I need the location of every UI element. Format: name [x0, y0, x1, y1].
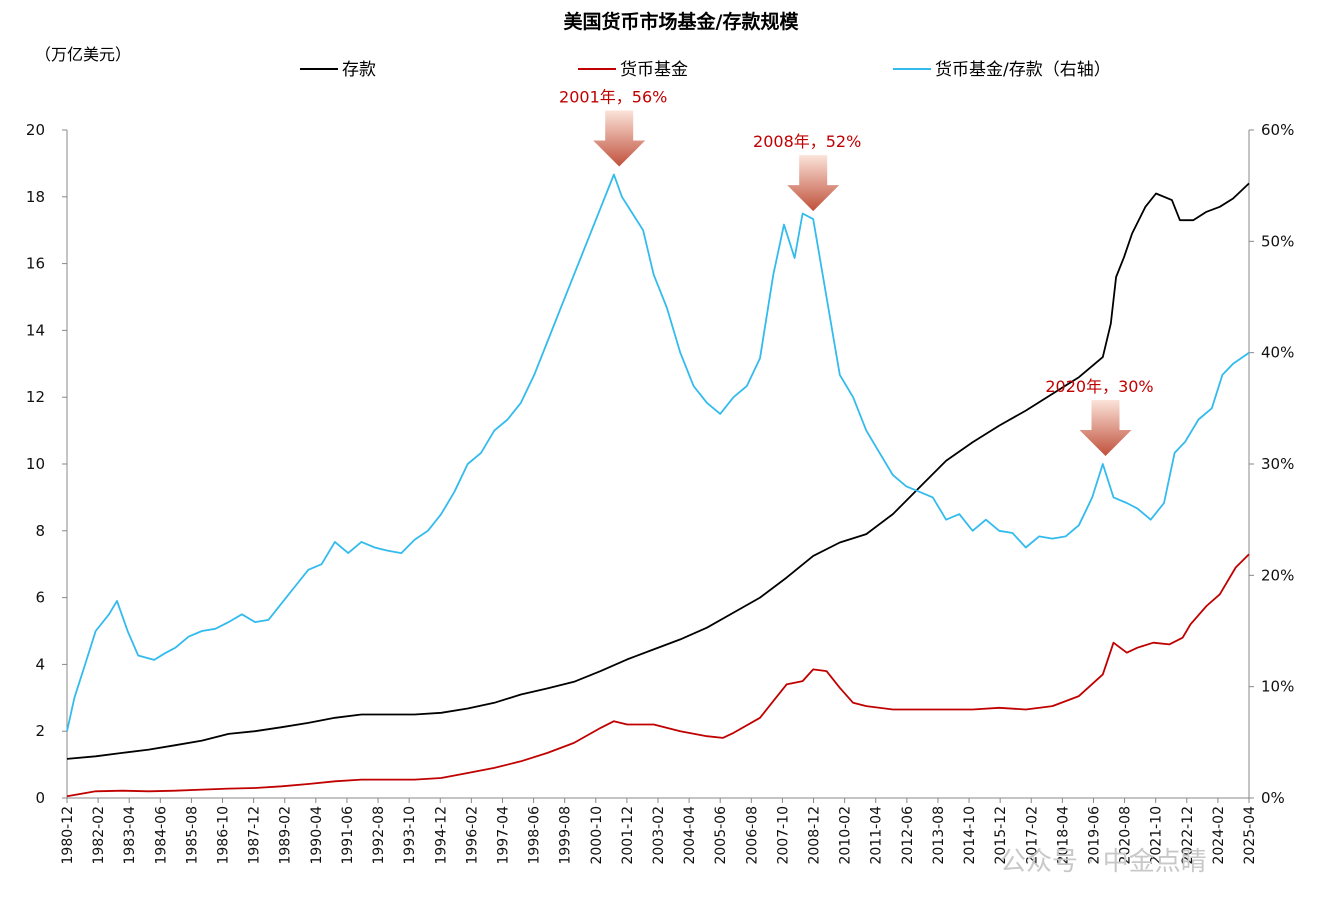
legend-label-fund: 货币基金 [620, 60, 688, 80]
x-tick-label: 2008-12 [807, 806, 823, 865]
right-tick-label: 30% [1261, 455, 1294, 473]
chart-title: 美国货币市场基金/存款规模 [564, 10, 800, 33]
left-tick-label: 0 [35, 789, 45, 807]
x-tick-label: 2020-08 [1118, 806, 1134, 865]
series-group [66, 173, 1250, 798]
right-tick-label: 60% [1261, 121, 1294, 139]
left-tick-label: 8 [35, 522, 45, 540]
left-tick-label: 16 [26, 255, 45, 273]
x-tick-label: 2012-06 [900, 806, 916, 865]
x-tick-label: 2022-12 [1180, 806, 1196, 865]
left-tick-label: 2 [35, 722, 45, 740]
x-tick-label: 1999-08 [558, 806, 574, 865]
x-tick-label: 2000-10 [589, 806, 605, 865]
x-tick-label: 2021-10 [1149, 806, 1165, 865]
right-tick-label: 20% [1261, 566, 1294, 584]
x-tick-label: 1982-02 [91, 806, 107, 865]
x-tick-label: 1998-06 [527, 806, 543, 865]
x-tick-label: 2005-06 [713, 806, 729, 865]
x-tick-label: 2024-02 [1211, 806, 1227, 865]
x-tick-label: 2017-02 [1024, 806, 1040, 865]
left-tick-label: 6 [35, 589, 45, 607]
right-tick-label: 40% [1261, 344, 1294, 362]
ratio-line [66, 173, 1250, 732]
x-tick-label: 1986-10 [216, 806, 232, 865]
x-tick-label: 2007-10 [775, 806, 791, 865]
left-axis-unit: （万亿美元） [35, 45, 131, 64]
annotation-label: 2001年，56% [559, 88, 667, 107]
annotation-arrow-icon [593, 110, 646, 167]
annotation-arrow-icon [1079, 400, 1132, 456]
x-tick-label: 1994-12 [433, 806, 449, 865]
left-tick-label: 12 [26, 388, 45, 406]
left-tick-label: 14 [26, 321, 45, 339]
right-tick-label: 10% [1261, 678, 1294, 696]
money-fund-line [66, 553, 1250, 798]
legend-label-ratio: 货币基金/存款（右轴） [935, 60, 1111, 80]
x-tick-label: 2019-06 [1086, 806, 1102, 865]
left-tick-label: 18 [26, 188, 45, 206]
x-tick-label: 1993-10 [402, 806, 418, 865]
annotation-label: 2008年，52% [753, 132, 861, 151]
x-tick-label: 2014-10 [962, 806, 978, 865]
legend-label-deposit: 存款 [342, 60, 376, 80]
x-tick-label: 1983-04 [122, 806, 138, 865]
x-tick-label: 1996-02 [464, 806, 480, 865]
annotation-arrow-icon [787, 155, 840, 212]
left-tick-label: 4 [35, 655, 45, 673]
left-tick-label: 20 [26, 121, 45, 139]
annotation-label: 2020年，30% [1045, 377, 1153, 396]
right-tick-label: 0% [1261, 789, 1285, 807]
annotations: 2001年，56% 2008年，52% 2020年，30% [559, 88, 1154, 456]
x-tick-label: 1980-12 [60, 806, 76, 865]
x-tick-label: 2018-04 [1055, 806, 1071, 865]
x-tick-label: 2006-08 [744, 806, 760, 865]
x-tick-label: 2013-08 [931, 806, 947, 865]
x-tick-label: 1992-08 [371, 806, 387, 865]
x-tick-label: 1991-06 [340, 806, 356, 865]
x-tick-label: 2025-04 [1242, 806, 1258, 865]
left-tick-label: 10 [26, 455, 45, 473]
axes: 0 2 4 6 8 10 12 14 16 18 20 0% 10% 20% 30% 40% 50% 60% 198… [26, 121, 1294, 865]
x-tick-label: 1987-12 [247, 806, 263, 865]
x-tick-label: 2010-02 [838, 806, 854, 865]
right-tick-label: 50% [1261, 232, 1294, 250]
x-tick-label: 1989-02 [278, 806, 294, 865]
x-tick-label: 1984-06 [153, 806, 169, 865]
x-tick-label: 1985-08 [184, 806, 200, 865]
x-tick-label: 2015-12 [993, 806, 1009, 865]
x-tick-label: 2001-12 [620, 806, 636, 865]
x-tick-label: 2004-04 [682, 806, 698, 865]
x-tick-label: 1990-04 [309, 806, 325, 865]
legend: 存款 货币基金 货币基金/存款（右轴） [300, 60, 1111, 80]
deposit-line [66, 182, 1250, 760]
x-tick-label: 2003-02 [651, 806, 667, 865]
watermark: 公众号 · 中金点睛 [1000, 847, 1207, 877]
x-tick-label: 1997-04 [495, 806, 511, 865]
x-tick-label: 2011-04 [869, 806, 885, 865]
